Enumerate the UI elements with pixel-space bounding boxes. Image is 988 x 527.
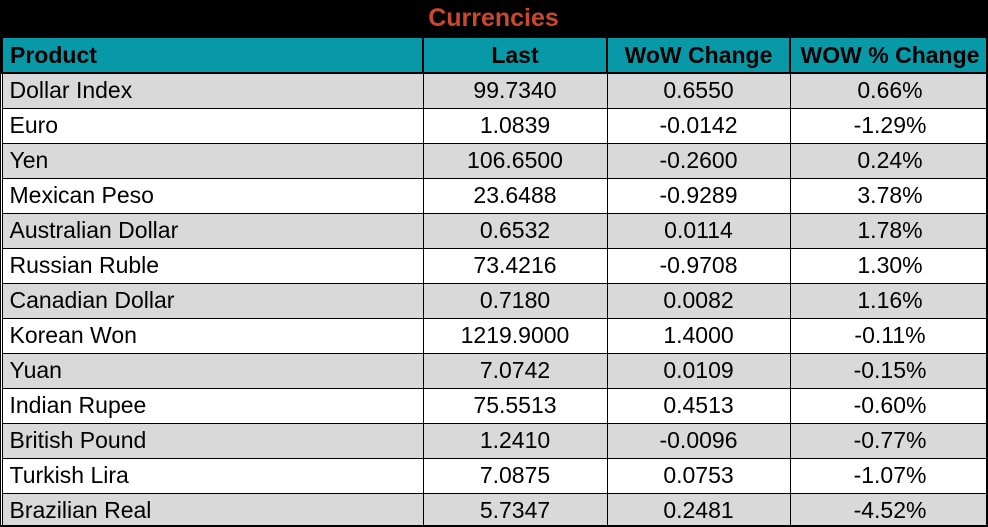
table-row: Yuan 7.0742 0.0109 -0.15% bbox=[1, 352, 986, 389]
last-cell: 23.6488 bbox=[422, 177, 608, 214]
wow-pct-change-cell: 0.24% bbox=[789, 142, 986, 179]
table-row: Canadian Dollar 0.7180 0.0082 1.16% bbox=[1, 282, 986, 319]
last-cell: 1.0839 bbox=[422, 107, 608, 144]
wow-pct-change-cell: -4.52% bbox=[789, 492, 986, 525]
header-row: Product Last WoW Change WOW % Change bbox=[1, 36, 986, 74]
wow-pct-change-cell: -0.15% bbox=[789, 352, 986, 389]
table-row: Indian Rupee 75.5513 0.4513 -0.60% bbox=[1, 387, 986, 424]
column-header-last: Last bbox=[423, 36, 608, 74]
product-cell: Turkish Lira bbox=[1, 457, 424, 494]
last-cell: 0.6532 bbox=[422, 212, 608, 249]
product-cell: Brazilian Real bbox=[1, 492, 424, 525]
wow-pct-change-cell: -0.60% bbox=[789, 387, 986, 424]
table-row: Australian Dollar 0.6532 0.0114 1.78% bbox=[1, 212, 986, 249]
wow-change-cell: -0.9289 bbox=[606, 177, 791, 214]
wow-change-cell: 0.4513 bbox=[606, 387, 791, 424]
column-header-wow-change: WoW Change bbox=[607, 36, 791, 74]
last-cell: 106.6500 bbox=[422, 142, 608, 179]
last-cell: 1.2410 bbox=[422, 422, 608, 459]
product-cell: Russian Ruble bbox=[1, 247, 424, 284]
product-cell: Australian Dollar bbox=[1, 212, 424, 249]
last-cell: 7.0742 bbox=[422, 352, 608, 389]
product-cell: Mexican Peso bbox=[1, 177, 424, 214]
wow-change-cell: 1.4000 bbox=[606, 317, 791, 354]
wow-pct-change-cell: -1.07% bbox=[789, 457, 986, 494]
wow-change-cell: 0.0109 bbox=[606, 352, 791, 389]
column-header-product: Product bbox=[1, 36, 424, 74]
product-cell: Euro bbox=[1, 107, 424, 144]
wow-change-cell: -0.0096 bbox=[606, 422, 791, 459]
column-header-wow-pct-change: WOW % Change bbox=[790, 36, 986, 74]
table-row: Dollar Index 99.7340 0.6550 0.66% bbox=[1, 72, 986, 109]
wow-pct-change-cell: 0.66% bbox=[789, 72, 986, 109]
wow-pct-change-cell: 1.30% bbox=[789, 247, 986, 284]
last-cell: 1219.9000 bbox=[422, 317, 608, 354]
wow-change-cell: -0.9708 bbox=[606, 247, 791, 284]
last-cell: 7.0875 bbox=[422, 457, 608, 494]
table-row: Brazilian Real 5.7347 0.2481 -4.52% bbox=[1, 492, 986, 525]
last-cell: 0.7180 bbox=[422, 282, 608, 319]
wow-change-cell: -0.0142 bbox=[606, 107, 791, 144]
wow-pct-change-cell: 3.78% bbox=[789, 177, 986, 214]
wow-change-cell: 0.0082 bbox=[606, 282, 791, 319]
wow-pct-change-cell: 1.78% bbox=[789, 212, 986, 249]
wow-change-cell: 0.2481 bbox=[606, 492, 791, 525]
table-row: Yen 106.6500 -0.2600 0.24% bbox=[1, 142, 986, 179]
wow-pct-change-cell: 1.16% bbox=[789, 282, 986, 319]
product-cell: Canadian Dollar bbox=[1, 282, 424, 319]
wow-change-cell: 0.0114 bbox=[606, 212, 791, 249]
wow-change-cell: -0.2600 bbox=[606, 142, 791, 179]
table-row: Russian Ruble 73.4216 -0.9708 1.30% bbox=[1, 247, 986, 284]
product-cell: Korean Won bbox=[1, 317, 424, 354]
wow-pct-change-cell: -0.77% bbox=[789, 422, 986, 459]
last-cell: 73.4216 bbox=[422, 247, 608, 284]
table-title-bar: Currencies bbox=[1, 0, 986, 36]
product-cell: British Pound bbox=[1, 422, 424, 459]
wow-pct-change-cell: -0.11% bbox=[789, 317, 986, 354]
table-row: British Pound 1.2410 -0.0096 -0.77% bbox=[1, 422, 986, 459]
wow-pct-change-cell: -1.29% bbox=[789, 107, 986, 144]
table-row: Turkish Lira 7.0875 0.0753 -1.07% bbox=[1, 457, 986, 494]
product-cell: Yen bbox=[1, 142, 424, 179]
table-title: Currencies bbox=[428, 4, 559, 32]
last-cell: 99.7340 bbox=[422, 72, 608, 109]
table-row: Mexican Peso 23.6488 -0.9289 3.78% bbox=[1, 177, 986, 214]
last-cell: 75.5513 bbox=[422, 387, 608, 424]
table-row: Korean Won 1219.9000 1.4000 -0.11% bbox=[1, 317, 986, 354]
wow-change-cell: 0.6550 bbox=[606, 72, 791, 109]
table-row: Euro 1.0839 -0.0142 -1.29% bbox=[1, 107, 986, 144]
product-cell: Yuan bbox=[1, 352, 424, 389]
currencies-table: Product Last WoW Change WOW % Change Dol… bbox=[1, 36, 986, 525]
product-cell: Dollar Index bbox=[1, 72, 424, 109]
wow-change-cell: 0.0753 bbox=[606, 457, 791, 494]
last-cell: 5.7347 bbox=[422, 492, 608, 525]
product-cell: Indian Rupee bbox=[1, 387, 424, 424]
